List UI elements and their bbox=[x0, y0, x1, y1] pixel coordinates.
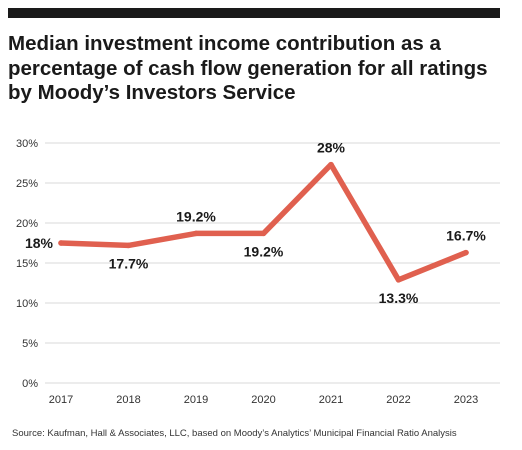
chart-title: Median investment income contribution as… bbox=[8, 32, 488, 104]
x-tick-label: 2023 bbox=[454, 394, 478, 406]
y-axis-ticks: 0% 5% 10% 15% 20% 25% 30% bbox=[16, 138, 38, 390]
data-point bbox=[58, 240, 64, 246]
y-tick-label: 25% bbox=[16, 178, 38, 190]
data-label: 18% bbox=[25, 235, 54, 251]
data-point bbox=[125, 242, 132, 249]
source-note: Source: Kaufman, Hall & Associates, LLC,… bbox=[12, 428, 457, 439]
data-label: 28% bbox=[317, 140, 346, 156]
data-label: 16.7% bbox=[446, 228, 486, 244]
data-label: 19.2% bbox=[176, 208, 216, 224]
data-point bbox=[193, 230, 199, 237]
x-tick-label: 2022 bbox=[386, 394, 410, 406]
data-labels: 18% 17.7% 19.2% 19.2% 28% 13.3% 16.7% bbox=[25, 140, 486, 306]
x-axis-ticks: 2017 2018 2019 2020 2021 2022 2023 bbox=[49, 394, 478, 406]
y-tick-label: 20% bbox=[16, 218, 38, 230]
data-point bbox=[395, 277, 402, 283]
x-tick-label: 2018 bbox=[116, 394, 140, 406]
x-tick-label: 2017 bbox=[49, 394, 73, 406]
line-chart: 0% 5% 10% 15% 20% 25% 30% 2017 2018 2019 2020 2021… bbox=[16, 138, 500, 406]
y-tick-label: 30% bbox=[16, 138, 38, 150]
data-label: 19.2% bbox=[244, 243, 284, 259]
data-label: 13.3% bbox=[379, 290, 419, 306]
y-tick-label: 10% bbox=[16, 298, 38, 310]
data-point bbox=[328, 161, 334, 168]
top-rule bbox=[8, 8, 500, 18]
y-tick-label: 5% bbox=[22, 338, 38, 350]
series bbox=[58, 161, 469, 283]
x-tick-label: 2019 bbox=[184, 394, 208, 406]
data-point bbox=[260, 230, 267, 237]
y-tick-label: 15% bbox=[16, 258, 38, 270]
data-label: 17.7% bbox=[109, 255, 149, 271]
data-point bbox=[463, 249, 469, 256]
x-tick-label: 2020 bbox=[251, 394, 275, 406]
x-tick-label: 2021 bbox=[319, 394, 343, 406]
y-tick-label: 0% bbox=[22, 378, 38, 390]
